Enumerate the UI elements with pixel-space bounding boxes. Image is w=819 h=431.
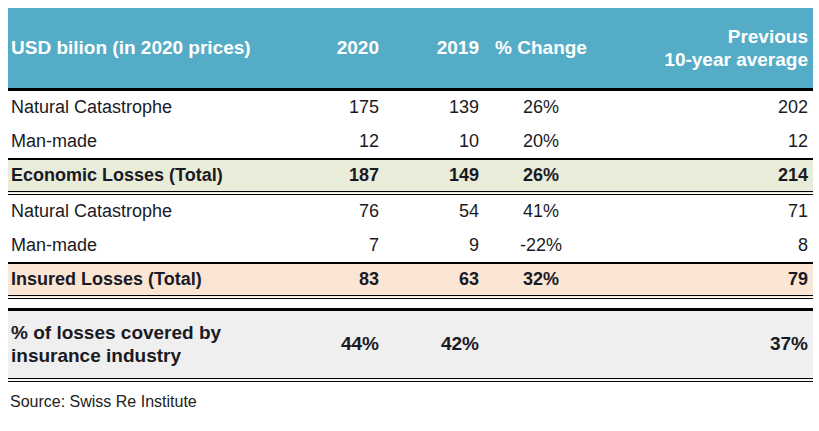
value-2019: 54 (382, 193, 482, 228)
header-percent-change: % Change (482, 8, 600, 89)
value-2020: 76 (310, 193, 382, 228)
header-previous-line2: 10-year average (664, 49, 808, 70)
losses-table-container: USD bilion (in 2020 prices) 2020 2019 % … (0, 0, 819, 411)
value-previous-average: 214 (600, 159, 813, 193)
table-row-man-made-economic: Man-made 12 10 20% 12 (8, 124, 813, 159)
value-2019: 139 (382, 89, 482, 124)
value-previous-average: 37% (600, 310, 813, 380)
source-note: Source: Swiss Re Institute (8, 393, 813, 411)
value-previous-average: 79 (600, 263, 813, 297)
value-previous-average: 8 (600, 228, 813, 263)
value-2019: 149 (382, 159, 482, 193)
row-label: Natural Catastrophe (8, 89, 310, 124)
value-previous-average: 12 (600, 124, 813, 159)
value-2019: 42% (382, 310, 482, 380)
value-2020: 83 (310, 263, 382, 297)
table-row-man-made-insured: Man-made 7 9 -22% 8 (8, 228, 813, 263)
header-usd-billion: USD bilion (in 2020 prices) (8, 8, 310, 89)
table-row-percent-losses-covered: % of losses covered by insurance industr… (8, 310, 813, 380)
value-previous-average: 71 (600, 193, 813, 228)
header-2020: 2020 (310, 8, 382, 89)
row-label: % of losses covered by insurance industr… (8, 310, 310, 380)
header-previous-line1: Previous (728, 26, 808, 47)
value-2019: 10 (382, 124, 482, 159)
row-label: Economic Losses (Total) (8, 159, 310, 193)
row-label: Natural Catastrophe (8, 193, 310, 228)
table-row-economic-losses-total: Economic Losses (Total) 187 149 26% 214 (8, 159, 813, 193)
header-previous-10yr-average: Previous10-year average (600, 8, 813, 89)
value-percent-change: 20% (482, 124, 600, 159)
row-label: Man-made (8, 124, 310, 159)
value-percent-change: 26% (482, 159, 600, 193)
value-percent-change (482, 310, 600, 380)
header-row: USD bilion (in 2020 prices) 2020 2019 % … (8, 8, 813, 89)
value-previous-average: 202 (600, 89, 813, 124)
table-row-natural-catastrophe-economic: Natural Catastrophe 175 139 26% 202 (8, 89, 813, 124)
value-percent-change: 32% (482, 263, 600, 297)
value-percent-change: 41% (482, 193, 600, 228)
value-2019: 9 (382, 228, 482, 263)
value-percent-change: -22% (482, 228, 600, 263)
row-label: Insured Losses (Total) (8, 263, 310, 297)
table-row-natural-catastrophe-insured: Natural Catastrophe 76 54 41% 71 (8, 193, 813, 228)
header-2019: 2019 (382, 8, 482, 89)
value-2020: 7 (310, 228, 382, 263)
value-2020: 175 (310, 89, 382, 124)
value-2020: 187 (310, 159, 382, 193)
losses-table: USD bilion (in 2020 prices) 2020 2019 % … (8, 8, 813, 299)
value-2020: 44% (310, 310, 382, 380)
value-2020: 12 (310, 124, 382, 159)
table-row-insured-losses-total: Insured Losses (Total) 83 63 32% 79 (8, 263, 813, 297)
row-label: Man-made (8, 228, 310, 263)
coverage-summary-table: % of losses covered by insurance industr… (8, 308, 813, 382)
value-2019: 63 (382, 263, 482, 297)
value-percent-change: 26% (482, 89, 600, 124)
